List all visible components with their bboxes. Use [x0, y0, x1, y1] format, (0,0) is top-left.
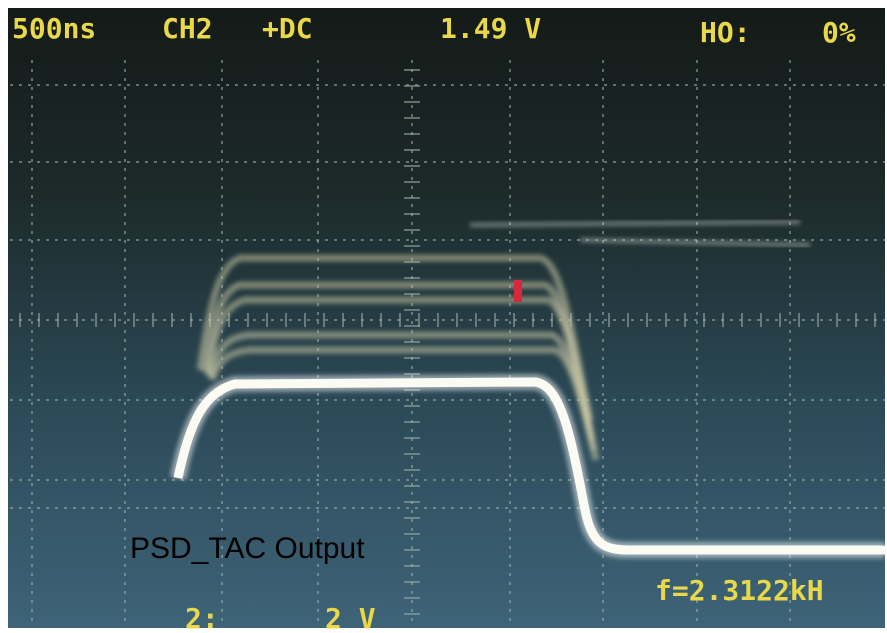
annotation: PSD_TAC Output: [130, 532, 365, 565]
marker: [514, 280, 522, 302]
scale-channel: 2:: [185, 602, 219, 633]
scale-volts: 2 V: [325, 602, 376, 633]
screen: [8, 8, 885, 628]
trace: [173, 377, 885, 555]
ghost-traces: [196, 254, 600, 461]
graticule: [10, 60, 885, 625]
holdoff-value: 0%: [822, 16, 856, 49]
stray-trace: [469, 220, 811, 247]
coupling: +DC: [262, 12, 313, 45]
channel: CH2: [162, 12, 213, 45]
trigger-level: 1.49 V: [440, 12, 541, 45]
frequency: f=2.3122kH: [655, 574, 824, 607]
holdoff-label: HO:: [700, 16, 751, 49]
timebase: 500ns: [12, 12, 96, 45]
ghost-trace: [208, 346, 600, 461]
main-trace: [170, 373, 885, 558]
